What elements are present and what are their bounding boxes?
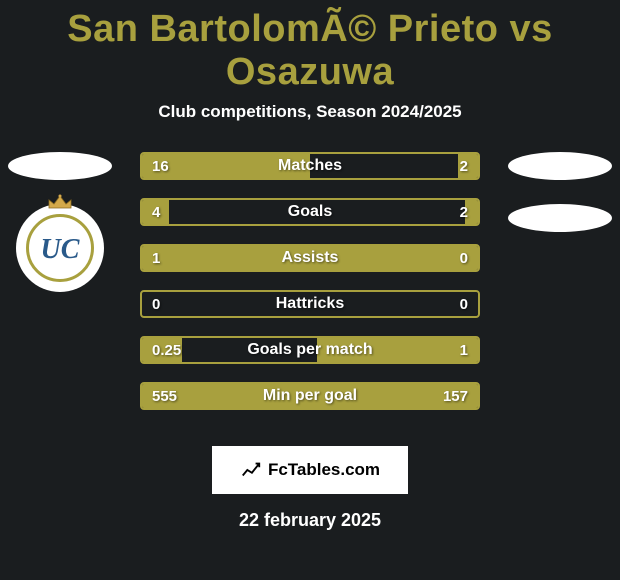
svg-text:UC: UC — [41, 234, 80, 265]
club-badge-left: UC — [16, 204, 104, 292]
stat-bar: 42Goals — [140, 198, 480, 226]
player-photo-placeholder-right-1 — [508, 152, 612, 180]
player-photo-placeholder-left — [8, 152, 112, 180]
date-text: 22 february 2025 — [0, 510, 620, 531]
club-monogram-icon: UC — [26, 214, 94, 282]
stat-bar: 555157Min per goal — [140, 382, 480, 410]
attribution-box: FcTables.com — [212, 446, 408, 494]
comparison-content: UC 162Matches 42Goals 10Assists 00Hattricks… — [0, 152, 620, 432]
crown-icon — [47, 194, 73, 210]
stat-label: Min per goal — [142, 384, 478, 408]
right-player-col — [500, 152, 620, 232]
stat-label: Assists — [142, 246, 478, 270]
stat-bar: 162Matches — [140, 152, 480, 180]
stat-bar: 00Hattricks — [140, 290, 480, 318]
stat-label: Goals — [142, 200, 478, 224]
chart-icon — [240, 459, 262, 481]
page-title: San BartolomÃ© Prieto vs Osazuwa — [0, 0, 620, 94]
player-photo-placeholder-right-2 — [508, 204, 612, 232]
stat-label: Matches — [142, 154, 478, 178]
stat-label: Hattricks — [142, 292, 478, 316]
stat-bars: 162Matches 42Goals 10Assists 00Hattricks 0.2… — [140, 152, 480, 410]
stat-bar: 0.251Goals per match — [140, 336, 480, 364]
left-player-col: UC — [0, 152, 120, 292]
attribution-text: FcTables.com — [268, 460, 380, 480]
stat-bar: 10Assists — [140, 244, 480, 272]
subtitle: Club competitions, Season 2024/2025 — [0, 102, 620, 122]
stat-label: Goals per match — [142, 338, 478, 362]
